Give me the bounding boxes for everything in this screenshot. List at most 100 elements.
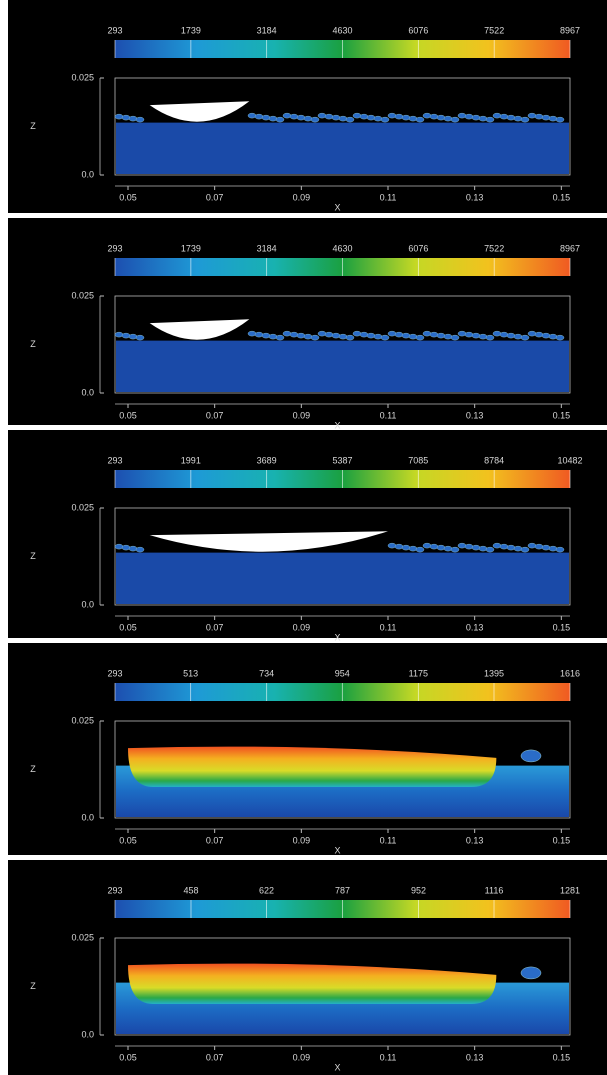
x-tick-label: 0.11 [380, 622, 397, 632]
powder [310, 334, 320, 341]
powder [338, 115, 348, 122]
powder [303, 333, 313, 340]
powder [450, 116, 460, 123]
powder [429, 543, 439, 550]
x-tick-label: 0.13 [466, 622, 484, 632]
powder [338, 333, 348, 340]
powder [366, 332, 376, 339]
x-axis-label: X [334, 202, 340, 212]
colorbar-tick-label: 513 [183, 668, 198, 678]
powder [394, 331, 404, 338]
powder [513, 545, 523, 552]
powder [422, 330, 432, 337]
powder [254, 331, 264, 338]
powder [247, 330, 257, 337]
powder [114, 543, 124, 550]
x-tick-label: 0.13 [466, 192, 484, 202]
powder [121, 114, 131, 121]
colorbar-tick-label: 787 [335, 885, 350, 895]
y-tick-label: 0.025 [71, 715, 94, 725]
panel: 293 1739 3184 4630 6076 7522 8967 Z 0.0 0.025 0.05… [8, 0, 607, 213]
powder [296, 114, 306, 121]
powder [296, 332, 306, 339]
colorbar-tick-label: 293 [107, 885, 122, 895]
colorbar-tick-label: 734 [259, 668, 274, 678]
powder [345, 334, 355, 341]
x-tick-label: 0.07 [206, 835, 224, 845]
colorbar-tick-label: 954 [335, 668, 350, 678]
y-tick-label: 0.0 [81, 1029, 94, 1039]
x-tick-label: 0.15 [553, 622, 571, 632]
powder [324, 113, 334, 120]
powder [492, 330, 502, 337]
colorbar-tick-label: 7522 [484, 25, 504, 35]
powder [429, 331, 439, 338]
x-tick-label: 0.11 [380, 410, 397, 420]
colorbar-tick-label: 5387 [332, 455, 352, 465]
x-tick-label: 0.09 [293, 192, 311, 202]
colorbar-tick-label: 6076 [408, 243, 428, 253]
powder [366, 114, 376, 121]
colorbar-tick-label: 293 [107, 455, 122, 465]
powder [478, 115, 488, 122]
colorbar-tick-label: 622 [259, 885, 274, 895]
colorbar-tick-label: 7522 [484, 243, 504, 253]
x-tick-label: 0.09 [293, 410, 311, 420]
powder [478, 333, 488, 340]
powder [534, 331, 544, 338]
powder [492, 542, 502, 549]
y-tick-label: 0.025 [71, 932, 94, 942]
powder [436, 544, 446, 551]
powder [471, 544, 481, 551]
powder [520, 966, 542, 980]
y-axis-label: Z [30, 339, 36, 349]
powder [380, 334, 390, 341]
powder [499, 543, 509, 550]
colorbar-tick-label: 3184 [257, 25, 277, 35]
x-tick-label: 0.05 [119, 192, 137, 202]
powder [289, 113, 299, 120]
powder [401, 544, 411, 551]
x-tick-label: 0.11 [380, 1052, 397, 1062]
colorbar-tick-label: 293 [107, 25, 122, 35]
powder [541, 332, 551, 339]
powder [534, 543, 544, 550]
panel: 293 458 622 787 952 1116 1281 Z 0.0 0.025 0.05 0.07… [8, 860, 607, 1075]
colorbar-tick-label: 8784 [484, 455, 504, 465]
powder [450, 546, 460, 553]
powder [317, 112, 327, 119]
powder [443, 545, 453, 552]
colorbar-tick-label: 1281 [560, 885, 580, 895]
x-tick-label: 0.15 [553, 1052, 571, 1062]
powder [541, 114, 551, 121]
powder [520, 334, 530, 341]
powder [114, 113, 124, 120]
powder [373, 115, 383, 122]
powder [254, 113, 264, 120]
powder [506, 544, 516, 551]
powder [310, 116, 320, 123]
powder [471, 332, 481, 339]
powder [499, 331, 509, 338]
powder [247, 112, 257, 119]
powder [478, 545, 488, 552]
colorbar-tick-label: 4630 [332, 25, 352, 35]
substrate [116, 340, 569, 392]
powder [408, 115, 418, 122]
powder [485, 334, 495, 341]
powder [401, 114, 411, 121]
powder [422, 112, 432, 119]
melt-pool [149, 101, 250, 122]
x-tick-label: 0.13 [466, 1052, 484, 1062]
melt-pool [149, 531, 388, 552]
x-tick-label: 0.05 [119, 835, 137, 845]
powder [394, 543, 404, 550]
y-axis-label: Z [30, 121, 36, 131]
x-axis-label: X [334, 1062, 340, 1072]
colorbar-tick-label: 458 [183, 885, 198, 895]
powder [429, 113, 439, 120]
powder [436, 332, 446, 339]
x-axis-label: X [334, 632, 340, 642]
powder [450, 334, 460, 341]
colorbar-tick-label: 1616 [560, 668, 580, 678]
